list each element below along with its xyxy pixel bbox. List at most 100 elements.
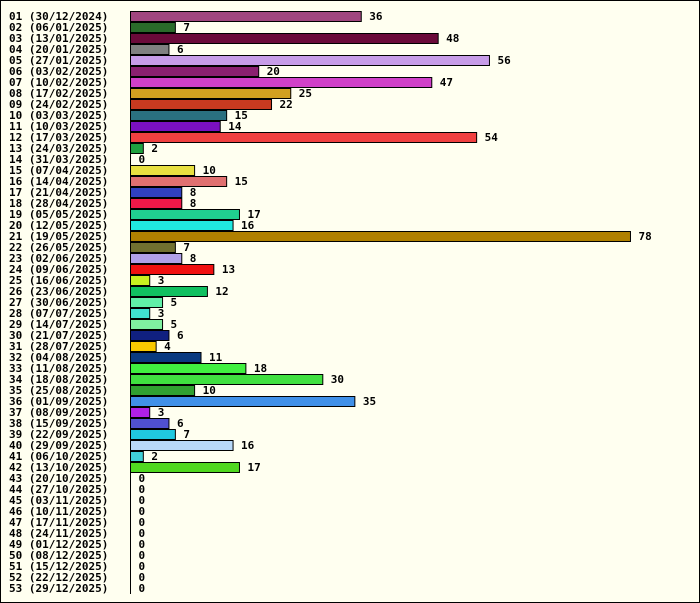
- value-label: 0: [139, 571, 146, 584]
- category-label: 40 (29/09/2025): [9, 439, 108, 452]
- bar: [130, 198, 183, 209]
- value-label: 0: [139, 527, 146, 540]
- category-label: 41 (06/10/2025): [9, 450, 108, 463]
- bar: [130, 396, 356, 407]
- value-label: 5: [171, 296, 178, 309]
- bar: [130, 407, 151, 418]
- value-label: 2: [151, 450, 158, 463]
- category-label: 03 (13/01/2025): [9, 32, 108, 45]
- bar: [130, 66, 260, 77]
- bar: [130, 275, 151, 286]
- value-label: 6: [177, 417, 184, 430]
- category-label: 51 (15/12/2025): [9, 560, 108, 573]
- category-label: 53 (29/12/2025): [9, 582, 108, 595]
- category-label: 22 (26/05/2025): [9, 241, 108, 254]
- bar: [130, 297, 164, 308]
- category-label: 49 (01/12/2025): [9, 538, 108, 551]
- value-label: 8: [190, 252, 197, 265]
- bar: [130, 429, 176, 440]
- value-label: 3: [158, 307, 165, 320]
- category-label: 45 (03/11/2025): [9, 494, 108, 507]
- category-label: 50 (08/12/2025): [9, 549, 108, 562]
- category-label: 14 (31/03/2025): [9, 153, 108, 166]
- value-label: 7: [183, 21, 190, 34]
- bar: [130, 330, 170, 341]
- value-label: 8: [190, 186, 197, 199]
- category-label: 18 (28/04/2025): [9, 197, 108, 210]
- bar: [130, 363, 247, 374]
- category-label: 12 (17/03/2025): [9, 131, 108, 144]
- bar: [130, 231, 631, 242]
- bar: [130, 11, 362, 22]
- bar: [130, 99, 273, 110]
- value-label: 12: [215, 285, 228, 298]
- value-label: 35: [363, 395, 376, 408]
- value-label: 22: [280, 98, 293, 111]
- value-label: 78: [638, 230, 651, 243]
- category-label: 38 (15/09/2025): [9, 417, 108, 430]
- bar: [130, 319, 164, 330]
- bar: [130, 165, 196, 176]
- value-label: 3: [158, 406, 165, 419]
- bar: [130, 132, 478, 143]
- value-label: 0: [139, 153, 146, 166]
- value-label: 0: [139, 472, 146, 485]
- bar: [130, 187, 183, 198]
- category-label: 11 (10/03/2025): [9, 120, 108, 133]
- category-label: 34 (18/08/2025): [9, 373, 108, 386]
- category-label: 25 (16/06/2025): [9, 274, 108, 287]
- bar: [130, 374, 324, 385]
- category-label: 48 (24/11/2025): [9, 527, 108, 540]
- value-label: 11: [209, 351, 223, 364]
- category-label: 19 (05/05/2025): [9, 208, 108, 221]
- bar: [130, 220, 234, 231]
- value-label: 17: [247, 208, 260, 221]
- category-label: 37 (08/09/2025): [9, 406, 108, 419]
- value-label: 6: [177, 43, 184, 56]
- value-label: 30: [331, 373, 344, 386]
- value-label: 16: [241, 219, 255, 232]
- bar: [130, 451, 144, 462]
- category-label: 15 (07/04/2025): [9, 164, 108, 177]
- category-label: 04 (20/01/2025): [9, 43, 108, 56]
- category-label: 01 (30/12/2024): [9, 10, 108, 23]
- category-label: 44 (27/10/2025): [9, 483, 108, 496]
- category-label: 09 (24/02/2025): [9, 98, 108, 111]
- value-label: 0: [139, 582, 146, 595]
- value-label: 7: [183, 241, 190, 254]
- value-label: 48: [446, 32, 459, 45]
- value-label: 56: [497, 54, 511, 67]
- bar: [130, 143, 144, 154]
- category-label: 46 (10/11/2025): [9, 505, 108, 518]
- value-label: 0: [139, 483, 146, 496]
- value-label: 16: [241, 439, 255, 452]
- category-label: 23 (02/06/2025): [9, 252, 108, 265]
- category-label: 36 (01/09/2025): [9, 395, 108, 408]
- category-label: 52 (22/12/2025): [9, 571, 108, 584]
- category-label: 31 (28/07/2025): [9, 340, 108, 353]
- category-label: 43 (20/10/2025): [9, 472, 108, 485]
- value-label: 14: [228, 120, 242, 133]
- bar: [130, 110, 228, 121]
- category-label: 05 (27/01/2025): [9, 54, 108, 67]
- value-label: 8: [190, 197, 197, 210]
- value-label: 0: [139, 560, 146, 573]
- value-label: 36: [369, 10, 383, 23]
- category-label: 42 (13/10/2025): [9, 461, 108, 474]
- category-label: 35 (25/08/2025): [9, 384, 108, 397]
- category-label: 47 (17/11/2025): [9, 516, 108, 529]
- bar: [130, 77, 433, 88]
- bar: [130, 121, 221, 132]
- value-label: 3: [158, 274, 165, 287]
- category-label: 20 (12/05/2025): [9, 219, 108, 232]
- value-label: 13: [222, 263, 235, 276]
- value-label: 0: [139, 505, 146, 518]
- bar: [130, 264, 215, 275]
- bar: [130, 253, 183, 264]
- category-label: 21 (19/05/2025): [9, 230, 108, 243]
- category-label: 16 (14/04/2025): [9, 175, 108, 188]
- value-label: 15: [235, 109, 248, 122]
- value-label: 20: [267, 65, 280, 78]
- value-label: 10: [203, 164, 216, 177]
